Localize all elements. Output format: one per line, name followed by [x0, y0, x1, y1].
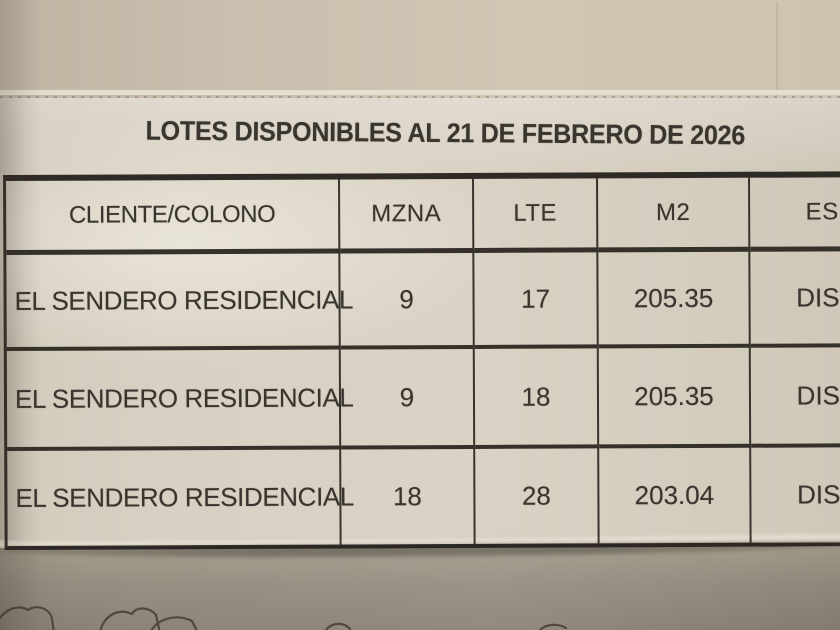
- cell-lte: 18: [474, 348, 600, 449]
- cell-mzna: 9: [340, 348, 476, 450]
- background-surface-bottom: [0, 547, 840, 630]
- col-header-m2: M2: [598, 177, 751, 253]
- paper-seam-edge: [0, 90, 840, 95]
- paper-crease: [776, 2, 778, 96]
- cell-cliente: EL SENDERO RESIDENCIAL: [6, 349, 353, 451]
- col-header-cliente-colono: CLIENTE/COLONO: [6, 179, 341, 255]
- background-doodle-outlines: [0, 606, 568, 630]
- lots-availability-table: CLIENTE/COLONO MZNA LTE M2 ES EL SENDERO…: [3, 171, 840, 550]
- cell-estatus-truncated: DISP: [750, 347, 840, 448]
- cell-cliente: EL SENDERO RESIDENCIAL: [7, 449, 354, 546]
- doodle-arc-right: [538, 623, 568, 630]
- truncated-header-text: ES: [805, 197, 839, 225]
- paper-sheet: [0, 98, 840, 550]
- cell-mzna: 18: [341, 448, 476, 545]
- cell-estatus-truncated: DISP: [751, 447, 840, 542]
- doodle-arc-mid: [324, 622, 352, 630]
- cell-m2: 205.35: [598, 251, 751, 349]
- truncated-status-text: DISP: [796, 379, 840, 411]
- cell-cliente: EL SENDERO RESIDENCIAL: [6, 253, 353, 351]
- cell-m2: 203.04: [599, 447, 752, 544]
- cell-estatus-truncated: DISP: [750, 251, 840, 348]
- document-title: LOTES DISPONIBLES AL 21 DE FEBRERO DE 20…: [145, 115, 745, 151]
- col-header-lte: LTE: [474, 178, 599, 253]
- background-surface-top: [0, 0, 840, 100]
- doodle-blob-pair: [99, 607, 161, 630]
- cell-lte: 17: [474, 252, 599, 349]
- doodle-blob-left: [0, 606, 55, 630]
- document-title-row: LOTES DISPONIBLES AL 21 DE FEBRERO DE 20…: [25, 115, 840, 151]
- doodle-blob-pair-2: [150, 616, 198, 630]
- cell-lte: 28: [475, 448, 600, 544]
- truncated-status-text: DISP: [796, 479, 840, 510]
- cell-m2: 205.35: [598, 347, 752, 449]
- cell-mzna: 9: [340, 252, 475, 350]
- paper-perforation-line: [0, 96, 840, 98]
- col-header-mzna: MZNA: [340, 178, 475, 254]
- col-header-estatus-truncated: ES: [750, 177, 840, 252]
- truncated-status-text: DISP: [796, 281, 840, 313]
